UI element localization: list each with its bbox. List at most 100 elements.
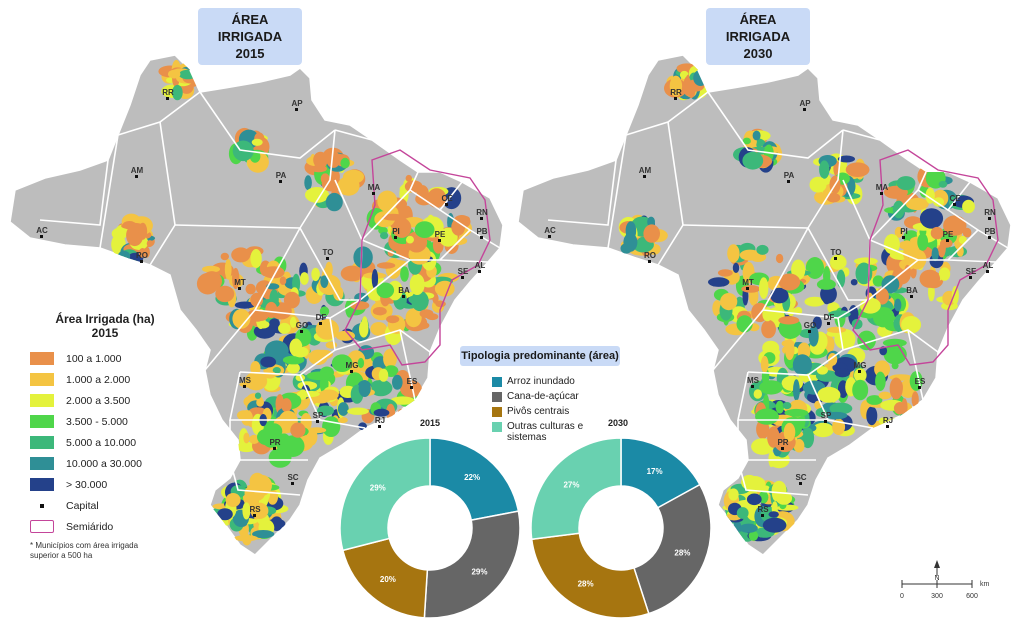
irrigation-patch (251, 138, 263, 146)
capital-marker (781, 447, 784, 450)
irrigation-patch (335, 330, 355, 341)
irrigated-area-legend: Área Irrigada (ha) 2015 100 a 1.000 1.000… (30, 312, 180, 561)
irrigation-patch (260, 356, 277, 368)
irrigation-patch (760, 355, 769, 373)
irrigation-patch (882, 338, 907, 347)
irrigation-patch (784, 408, 809, 417)
irrigation-patch (693, 69, 708, 86)
tipologia-label: Outras culturas e sistemas (507, 421, 584, 443)
tipologia-swatch (492, 407, 502, 417)
irrigation-patch (168, 69, 181, 79)
irrigation-patch (812, 422, 834, 438)
irrigation-patch (912, 405, 926, 415)
legend-label: > 30.000 (66, 478, 108, 491)
donut-segment (530, 437, 622, 541)
capital-marker (886, 425, 889, 428)
state-label-rj: RJ (883, 416, 893, 425)
irrigation-patch (894, 298, 902, 312)
irrigation-patch (404, 180, 423, 193)
capital-marker (326, 257, 329, 260)
capital-marker (350, 370, 353, 373)
irrigation-patch (875, 371, 886, 391)
donut-value-label: 29% (471, 568, 487, 577)
capital-marker (273, 447, 276, 450)
irrigation-patch (768, 511, 779, 518)
irrigation-patch (938, 267, 951, 281)
capital-marker (827, 322, 830, 325)
irrigation-patch (353, 246, 373, 269)
irrigation-patch (783, 422, 796, 442)
donut-segment (633, 483, 712, 615)
capital-marker (746, 287, 749, 290)
irrigation-patch (857, 330, 876, 351)
donut-value-label: 20% (380, 575, 396, 584)
irrigation-patch (837, 155, 855, 163)
irrigation-patch (244, 484, 266, 502)
irrigation-patch (146, 240, 153, 247)
irrigation-patch (264, 371, 276, 379)
state-border (229, 459, 301, 496)
irrigation-patch (683, 76, 692, 96)
legend-label-capital: Capital (66, 499, 99, 512)
state-label-se: SE (966, 267, 977, 276)
irrigation-patch (306, 371, 331, 381)
capital-marker (291, 482, 294, 485)
irrigation-patch (250, 249, 262, 268)
tipologia-row: Cana-de-açúcar (492, 391, 585, 402)
irrigation-patch (337, 417, 348, 424)
legend-label-semiarido: Semiárido (66, 520, 114, 533)
irrigation-patch (313, 151, 328, 169)
state-label-pb: PB (984, 227, 995, 236)
legend-row-capital: Capital (30, 495, 180, 516)
irrigation-patch (265, 301, 278, 319)
irrigation-patch (891, 362, 899, 370)
map-2030-title-line1: ÁREA IRRIGADA (725, 12, 791, 44)
irrigation-patch (736, 507, 749, 519)
irrigation-patch (756, 244, 769, 255)
irrigation-patch (373, 408, 390, 417)
capital-marker (858, 370, 861, 373)
legend-row: 10.000 a 30.000 (30, 453, 180, 474)
capital-marker (803, 108, 806, 111)
irrigation-patch (739, 523, 758, 533)
tipologia-row: Arroz inundado (492, 376, 585, 387)
irrigation-patch (894, 226, 903, 238)
state-label-ce: CE (949, 194, 961, 203)
state-labels: RR AP AM PA MA CE RN PB PE AL SE PI AC RO TO BA MT GO DF MS… (36, 88, 488, 517)
map-2030-title-line2: 2030 (743, 46, 773, 61)
irrigation-patch (245, 283, 256, 295)
capital-marker (787, 180, 790, 183)
irrigation-patch (122, 221, 137, 230)
irrigation-patch (732, 262, 740, 273)
state-label-rn: RN (984, 208, 996, 217)
state-border (199, 91, 336, 159)
irrigation-patch (919, 208, 944, 229)
irrigation-patch (281, 435, 305, 457)
irrigation-patch (320, 275, 329, 289)
capital-marker (969, 276, 972, 279)
map-2030-title: ÁREA IRRIGADA 2030 (706, 8, 810, 65)
irrigation-patch (889, 377, 903, 400)
irrigation-patch (793, 438, 805, 453)
state-label-ac: AC (36, 226, 48, 235)
irrigation-patch (778, 273, 801, 291)
irrigation-patch (739, 249, 761, 261)
state-label-go: GO (296, 321, 308, 330)
map-2015-title: ÁREA IRRIGADA 2015 (198, 8, 302, 65)
donut-value-label: 29% (370, 484, 386, 493)
capital-marker (135, 175, 138, 178)
state-label-go: GO (804, 321, 816, 330)
legend-swatch (30, 373, 54, 386)
capital-marker (478, 270, 481, 273)
state-label-es: ES (407, 377, 418, 386)
state-border (707, 91, 844, 159)
irrigation-patch (775, 400, 784, 414)
capital-marker (445, 203, 448, 206)
state-label-pr: PR (269, 438, 280, 447)
donut-segment (429, 437, 520, 522)
irrigation-patch (761, 319, 776, 339)
irrigation-patches (111, 59, 472, 546)
irrigation-patch (951, 286, 959, 305)
capital-marker (986, 270, 989, 273)
irrigation-patch (784, 338, 795, 361)
